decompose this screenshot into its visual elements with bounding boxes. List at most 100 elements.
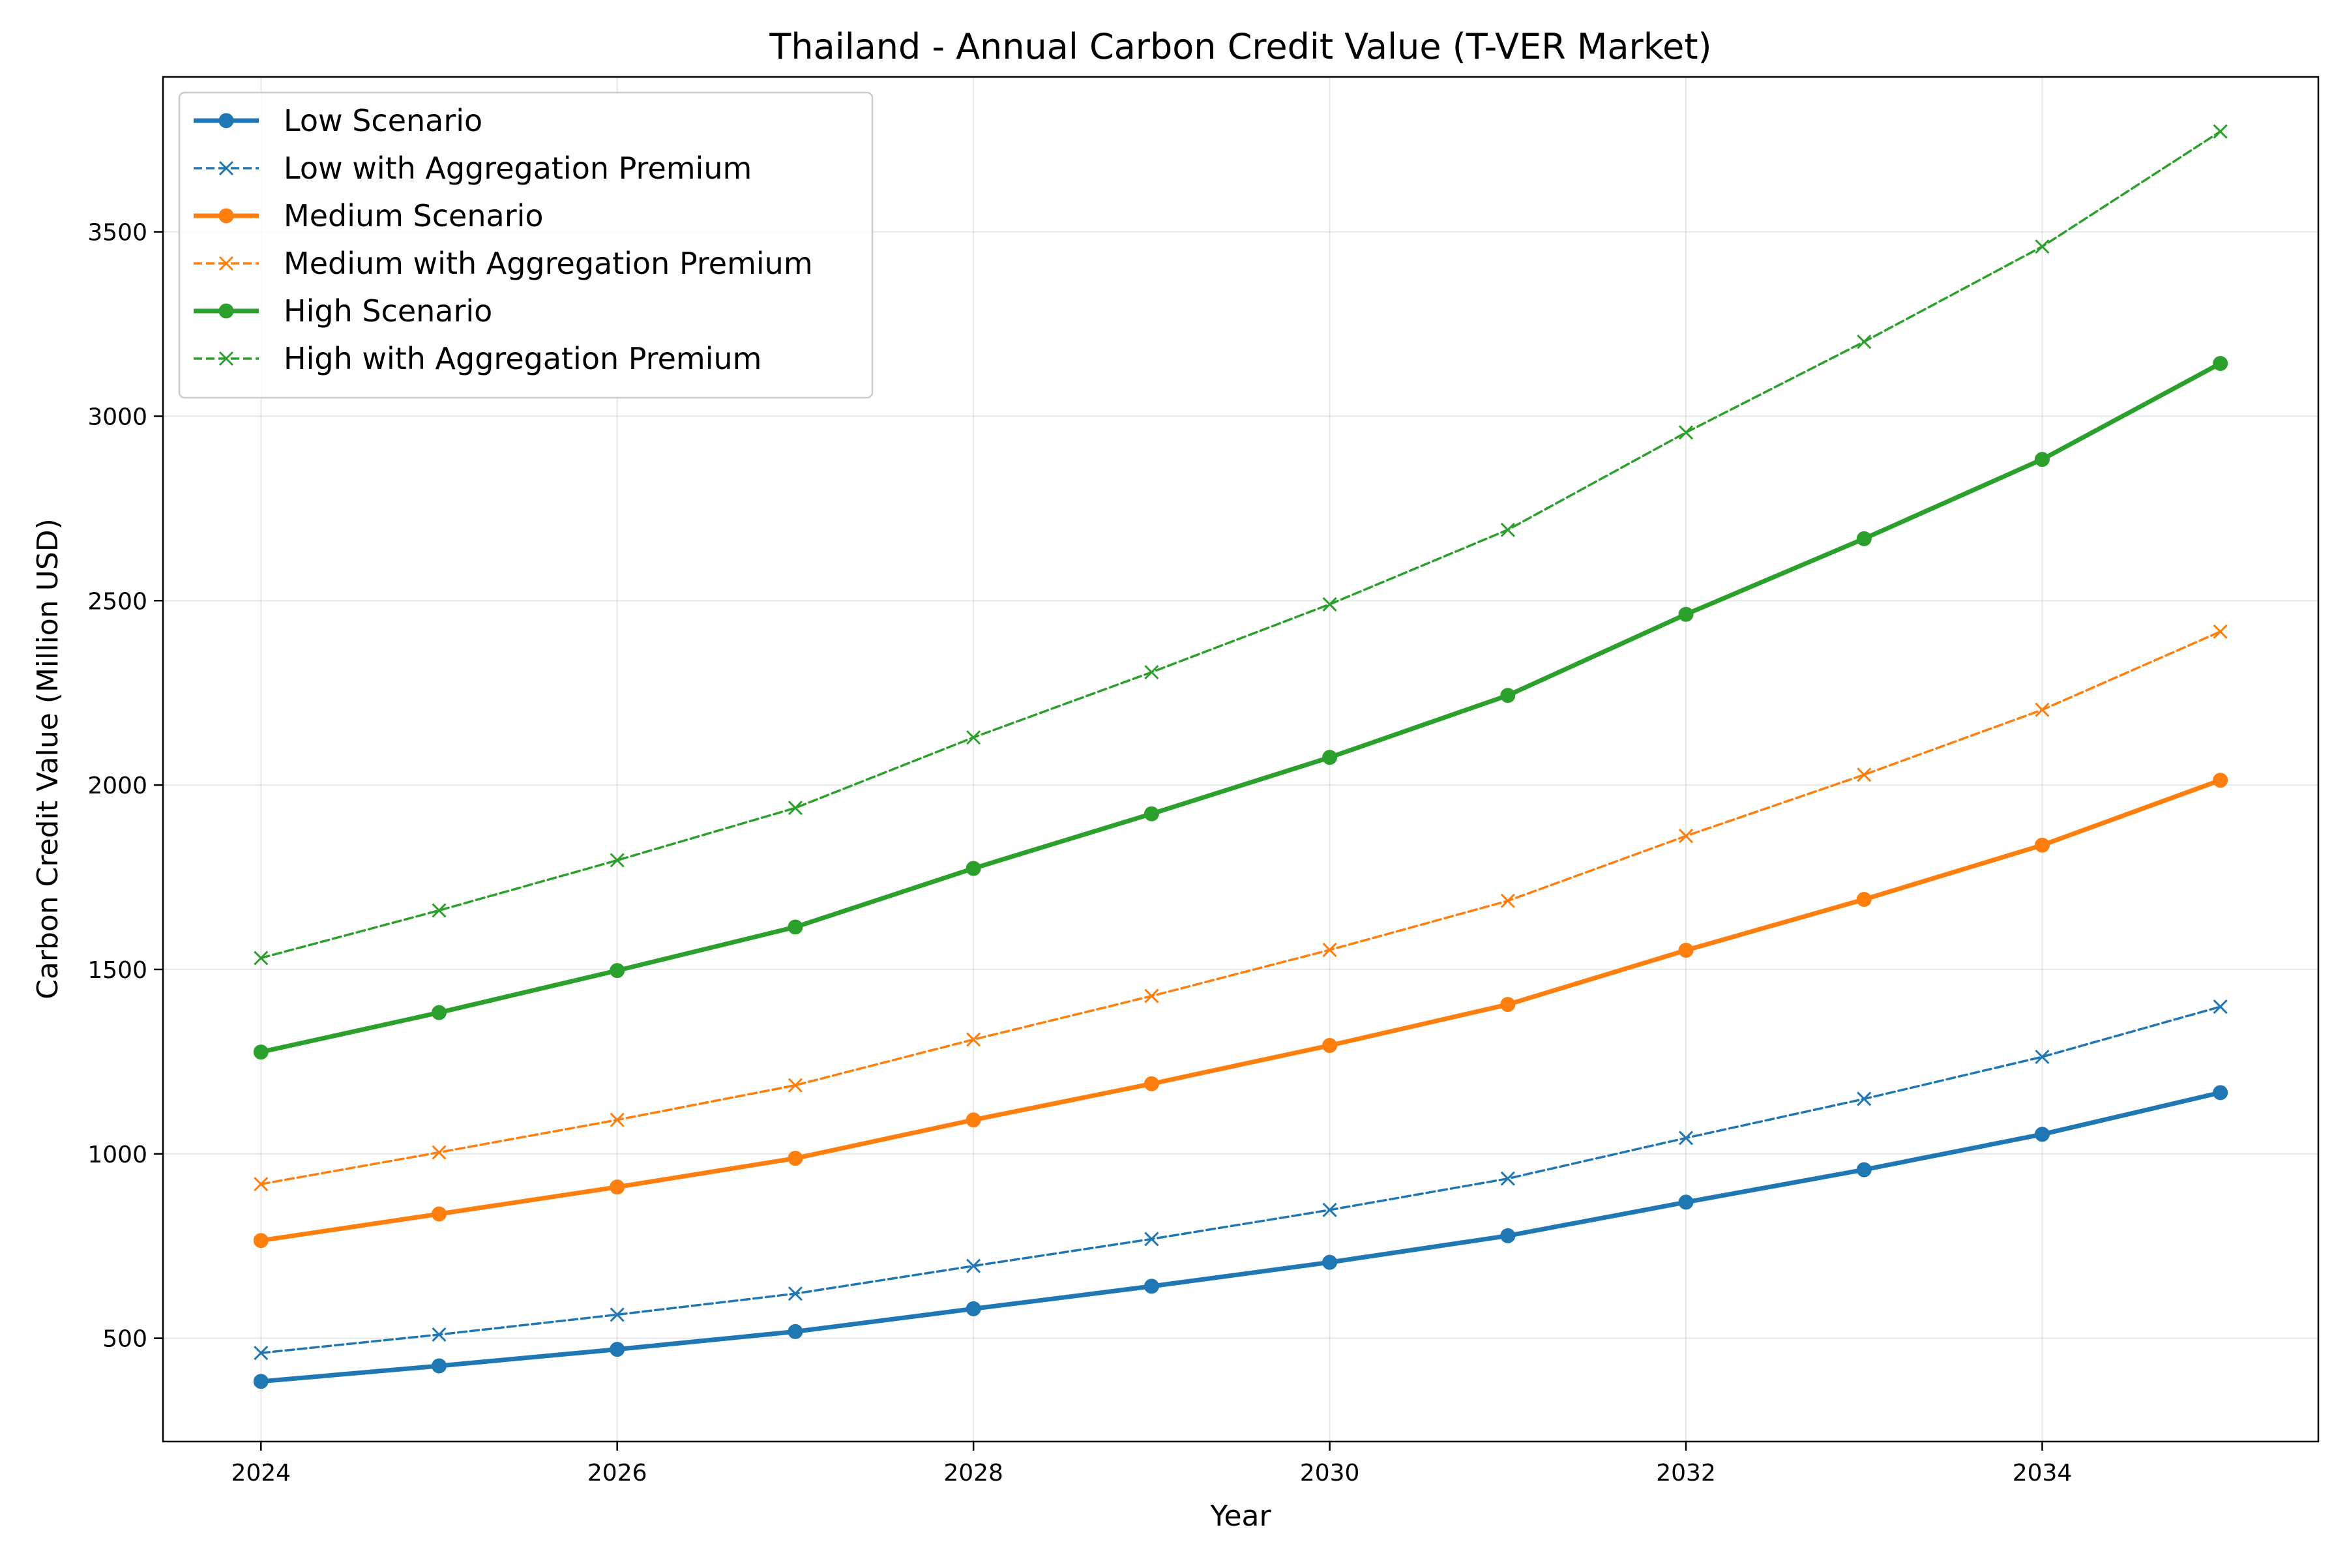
- data-point: [1144, 1232, 1159, 1247]
- x-marker-stroke: [610, 853, 625, 868]
- x-marker-stroke: [2035, 702, 2050, 717]
- chart-title: Thailand - Annual Carbon Credit Value (T…: [769, 26, 1711, 67]
- x-marker-stroke: [1322, 942, 1337, 958]
- x-marker-stroke: [1857, 334, 1872, 349]
- y-tick-label: 500: [102, 1326, 147, 1353]
- series-2: [253, 773, 2228, 1249]
- data-point: [610, 853, 625, 868]
- data-point: [1500, 1171, 1515, 1186]
- data-point: [254, 1346, 269, 1361]
- y-tick-label: 2500: [87, 588, 147, 615]
- x-marker-stroke: [432, 903, 447, 918]
- x-marker-stroke: [218, 351, 234, 366]
- legend-entry: Medium with Aggregation Premium: [194, 246, 813, 281]
- y-tick-label: 1000: [87, 1142, 147, 1168]
- series-line: [259, 130, 2222, 960]
- x-marker-stroke: [1322, 597, 1337, 612]
- data-point: [610, 1179, 625, 1195]
- x-tick-label: 2030: [1300, 1460, 1360, 1487]
- data-point: [431, 1005, 447, 1020]
- x-marker-stroke: [1678, 1131, 1694, 1146]
- data-point: [1322, 750, 1338, 765]
- series-3: [254, 624, 2228, 1192]
- data-point: [966, 730, 981, 745]
- legend-marker: [218, 208, 234, 224]
- series-0: [253, 1085, 2228, 1389]
- series-line: [258, 778, 2223, 1243]
- y-tick-label: 2000: [87, 773, 147, 799]
- x-marker-stroke: [218, 160, 234, 176]
- data-point: [1856, 531, 1872, 546]
- data-point: [1857, 1091, 1872, 1106]
- data-point: [1144, 1076, 1159, 1091]
- data-point: [1856, 891, 1872, 907]
- x-marker-stroke: [432, 1145, 447, 1160]
- data-point: [966, 1112, 981, 1128]
- legend-label: Low Scenario: [284, 103, 482, 138]
- x-marker-stroke: [218, 256, 234, 271]
- data-point: [788, 801, 803, 816]
- data-point: [2035, 239, 2050, 254]
- data-point: [2035, 702, 2050, 717]
- x-marker-stroke: [254, 951, 269, 966]
- data-point: [788, 919, 803, 935]
- legend-entry: Low Scenario: [194, 103, 482, 138]
- legend-marker: [218, 351, 234, 366]
- x-marker-stroke: [610, 1307, 625, 1322]
- legend: Low Scenario Low with Aggregation Premium…: [178, 91, 874, 399]
- data-point: [1322, 597, 1337, 612]
- data-point: [431, 1358, 447, 1374]
- x-tick-label: 2032: [1656, 1460, 1716, 1487]
- legend-entry: Low with Aggregation Premium: [194, 151, 752, 186]
- data-point: [966, 861, 981, 876]
- data-point: [610, 963, 625, 979]
- data-point: [1144, 806, 1159, 821]
- data-point: [1500, 893, 1515, 908]
- data-point: [1678, 829, 1694, 844]
- data-point: [2213, 773, 2228, 788]
- data-point: [610, 1307, 625, 1322]
- x-marker-stroke: [788, 1078, 803, 1093]
- data-point: [788, 1324, 803, 1339]
- y-tick-label: 1500: [87, 957, 147, 984]
- x-tick-label: 2024: [231, 1460, 291, 1487]
- data-point: [1500, 688, 1516, 703]
- data-point: [1678, 606, 1694, 622]
- legend-label: Medium Scenario: [284, 198, 544, 233]
- series-5: [254, 124, 2228, 966]
- x-marker-stroke: [254, 1346, 269, 1361]
- legend-marker: [218, 256, 234, 271]
- x-marker-stroke: [1857, 1091, 1872, 1106]
- x-marker-stroke: [1678, 425, 1694, 440]
- x-marker-stroke: [2035, 1049, 2050, 1065]
- x-marker-stroke: [1500, 1171, 1515, 1186]
- series-line: [259, 1005, 2222, 1354]
- legend-entry: High Scenario: [194, 293, 492, 329]
- legend-label: High Scenario: [284, 293, 492, 329]
- x-marker-stroke: [2035, 239, 2050, 254]
- data-point: [432, 903, 447, 918]
- data-point: [2035, 1049, 2050, 1065]
- data-point: [2213, 999, 2228, 1014]
- data-point: [2213, 624, 2228, 639]
- series-group: [253, 124, 2228, 1389]
- data-point: [1678, 425, 1694, 440]
- data-point: [788, 1286, 803, 1301]
- data-point: [1678, 1194, 1694, 1210]
- x-marker-stroke: [966, 730, 981, 745]
- x-marker-stroke: [1144, 1232, 1159, 1247]
- data-point: [1144, 664, 1159, 680]
- x-marker-stroke: [1857, 767, 1872, 782]
- y-tick-label: 3000: [87, 404, 147, 430]
- series-line: [259, 630, 2222, 1185]
- x-marker-stroke: [1678, 829, 1694, 844]
- x-marker-stroke: [2213, 999, 2228, 1014]
- data-point: [2035, 1127, 2050, 1142]
- x-tick-label: 2028: [943, 1460, 1003, 1487]
- x-marker-stroke: [432, 1327, 447, 1342]
- data-point: [432, 1145, 447, 1160]
- data-point: [431, 1206, 447, 1222]
- x-marker-stroke: [1144, 988, 1159, 1003]
- legend-marker: [218, 303, 234, 319]
